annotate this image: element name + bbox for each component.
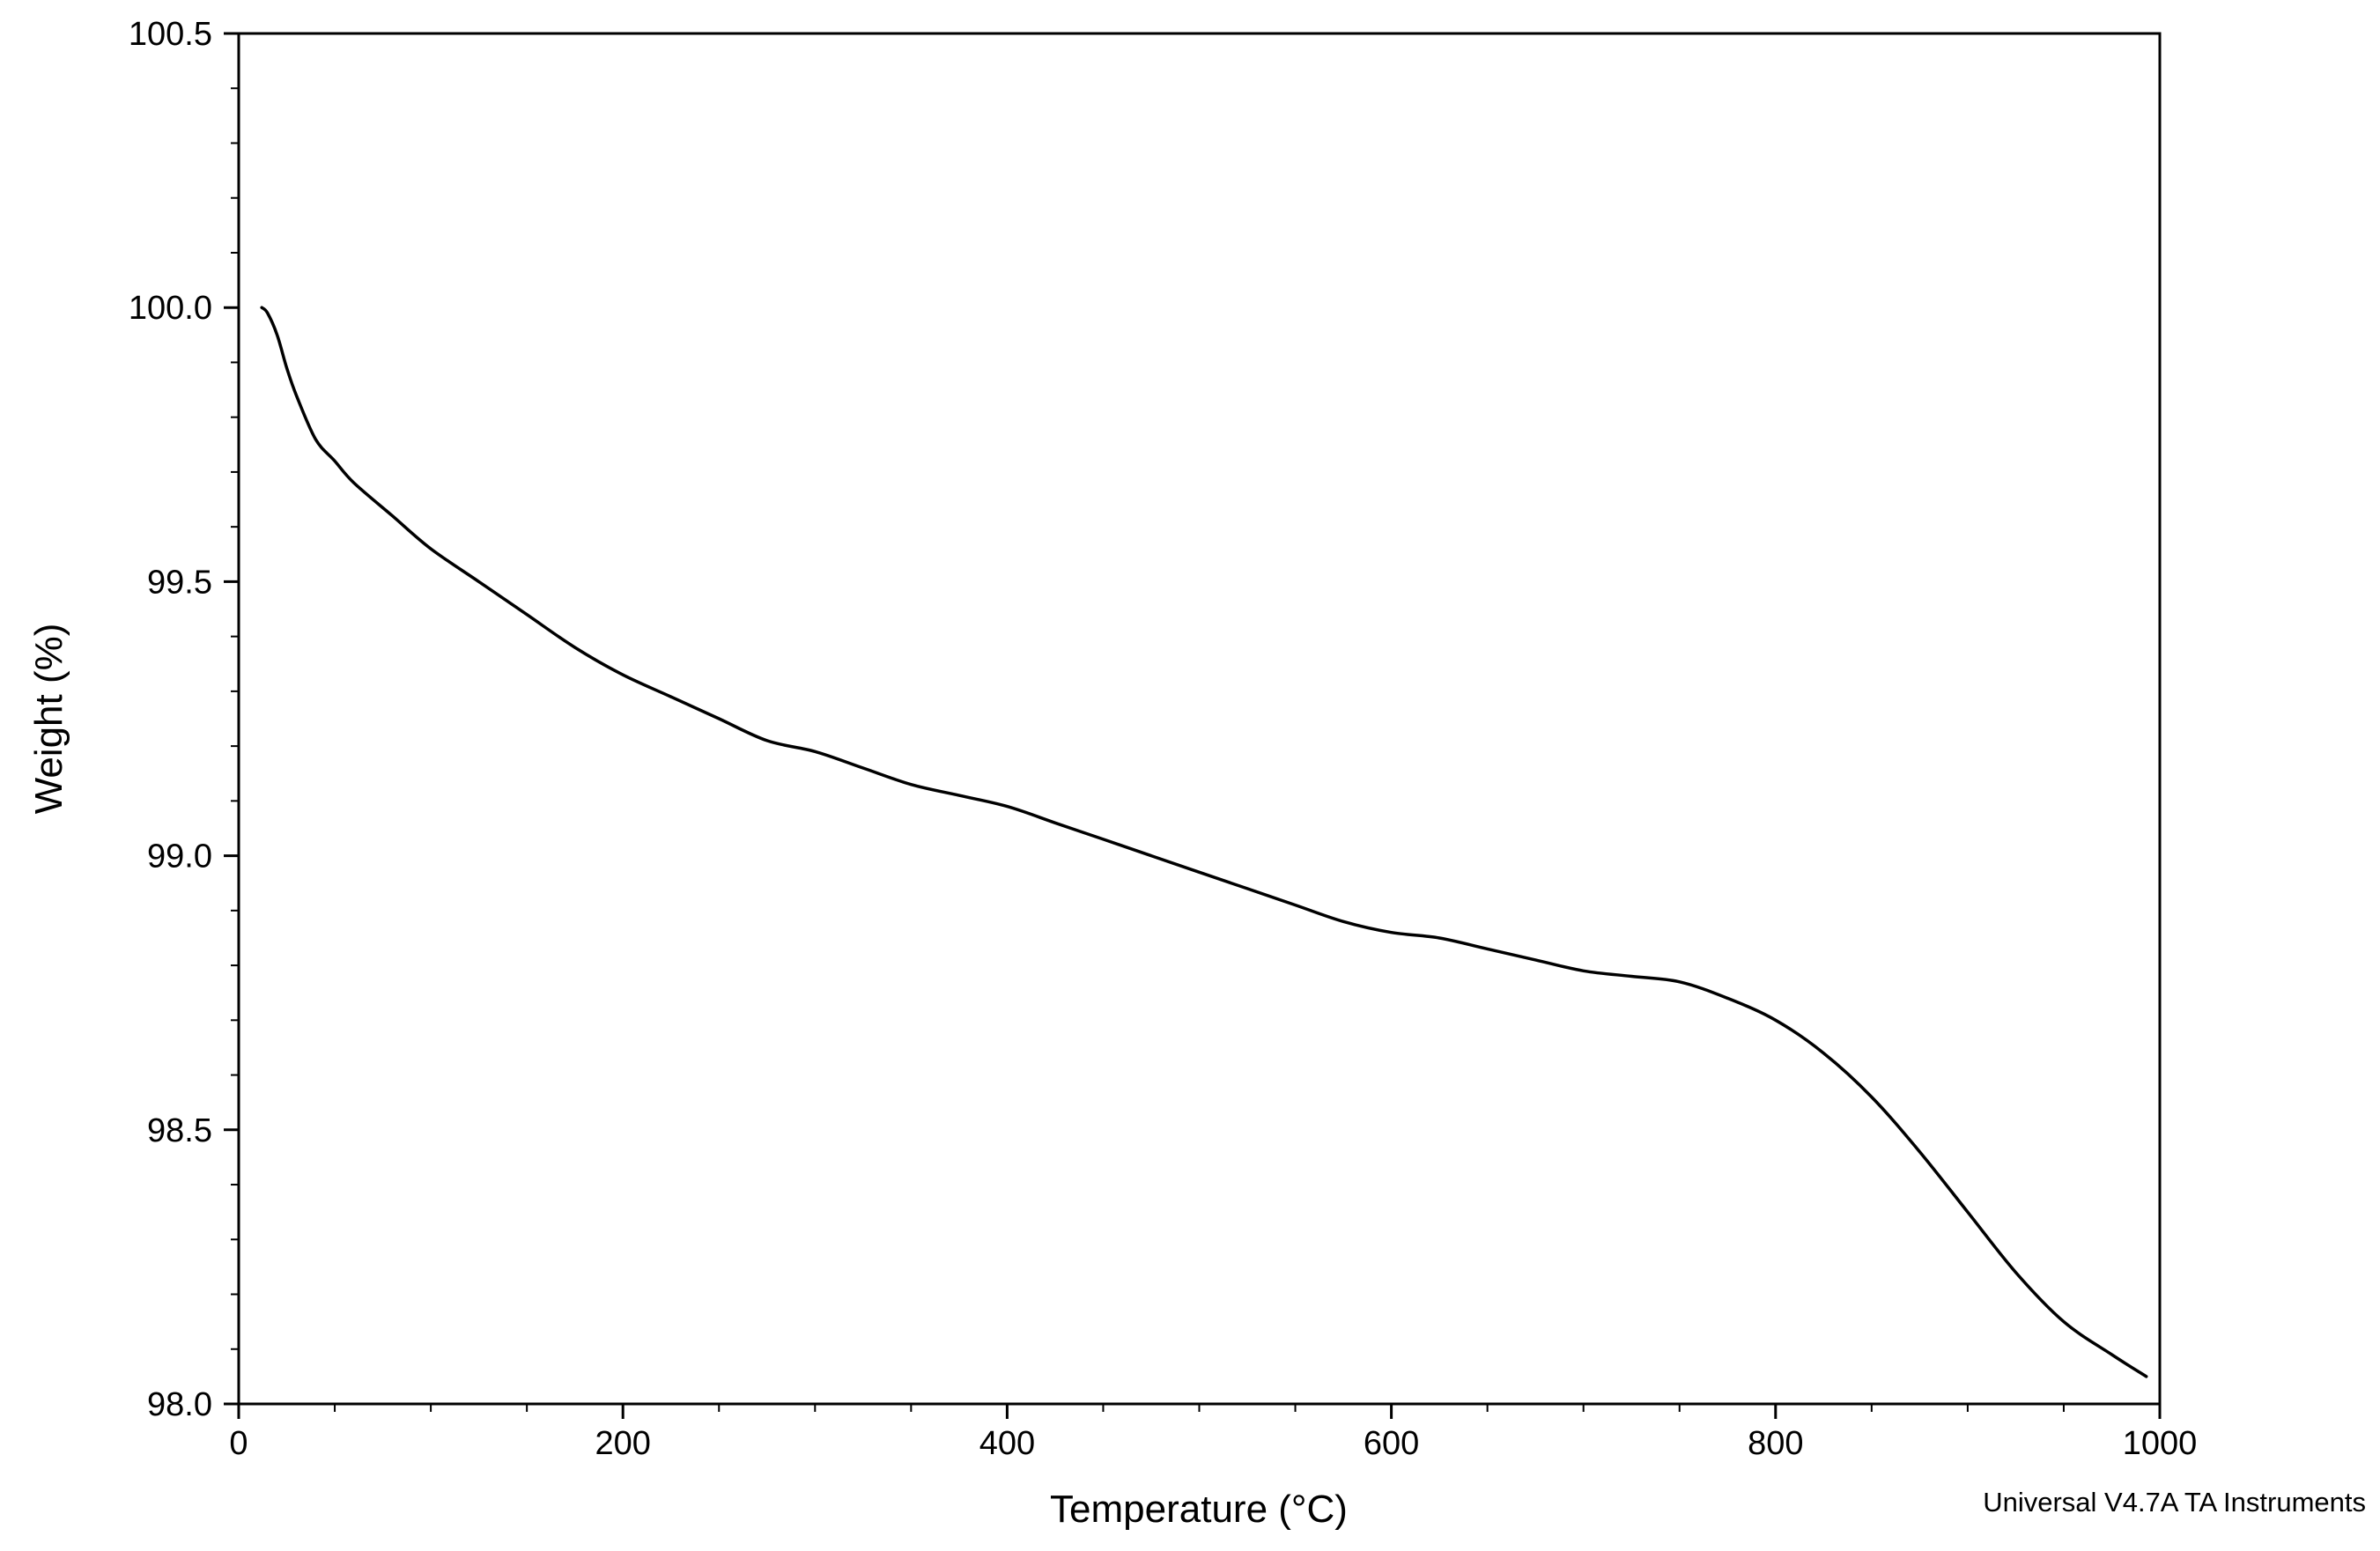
y-tick-label: 99.5 <box>147 564 212 601</box>
series-group <box>260 306 2148 1378</box>
plot-frame <box>237 32 2162 1406</box>
weight-curve <box>260 306 2148 1378</box>
y-tick-label: 98.0 <box>147 1386 212 1423</box>
x-tick-label: 600 <box>1364 1425 1419 1462</box>
x-axis-title: Temperature (°C) <box>1050 1488 1348 1531</box>
y-axis-title: Weight (%) <box>27 624 70 815</box>
x-tick-label: 200 <box>595 1425 650 1462</box>
y-tick-label: 98.5 <box>147 1112 212 1149</box>
y-tick-label: 100.0 <box>129 290 212 327</box>
x-tick-label: 0 <box>229 1425 248 1462</box>
x-tick-label: 1000 <box>2123 1425 2198 1462</box>
footer-software-label: Universal V4.7A TA Instruments <box>1983 1487 2366 1518</box>
y-tick-label: 100.5 <box>129 16 212 53</box>
x-tick-label: 800 <box>1748 1425 1803 1462</box>
major-ticks <box>224 32 2162 1419</box>
y-tick-label: 99.0 <box>147 838 212 875</box>
x-tick-labels: 0 200 400 600 800 1000 <box>229 1425 2197 1462</box>
minor-ticks <box>231 87 2065 1412</box>
y-tick-labels: 98.0 98.5 99.0 99.5 100.0 100.5 <box>129 16 212 1423</box>
x-tick-label: 400 <box>979 1425 1035 1462</box>
